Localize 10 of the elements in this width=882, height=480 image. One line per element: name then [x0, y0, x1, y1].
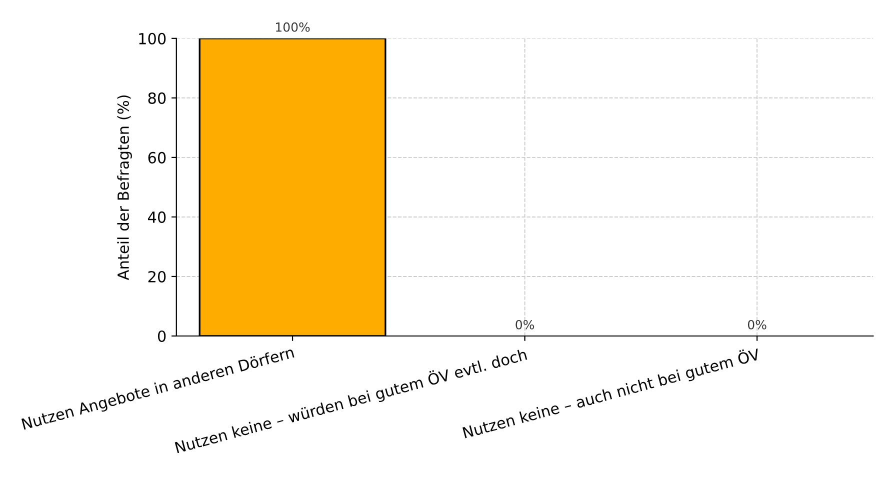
y-tick-label: 20 [148, 270, 166, 282]
data-label: 100% [276, 22, 310, 32]
y-axis-title: Anteil der Befragten (%) [117, 95, 132, 280]
y-tick-label: 40 [148, 211, 166, 223]
y-tick-label: 100 [139, 32, 166, 44]
y-tick-label: 0 [158, 330, 166, 342]
y-tick-label: 60 [148, 152, 166, 164]
y-tick-label: 80 [148, 92, 166, 104]
data-label: 0% [748, 320, 766, 330]
data-label: 0% [516, 320, 534, 330]
